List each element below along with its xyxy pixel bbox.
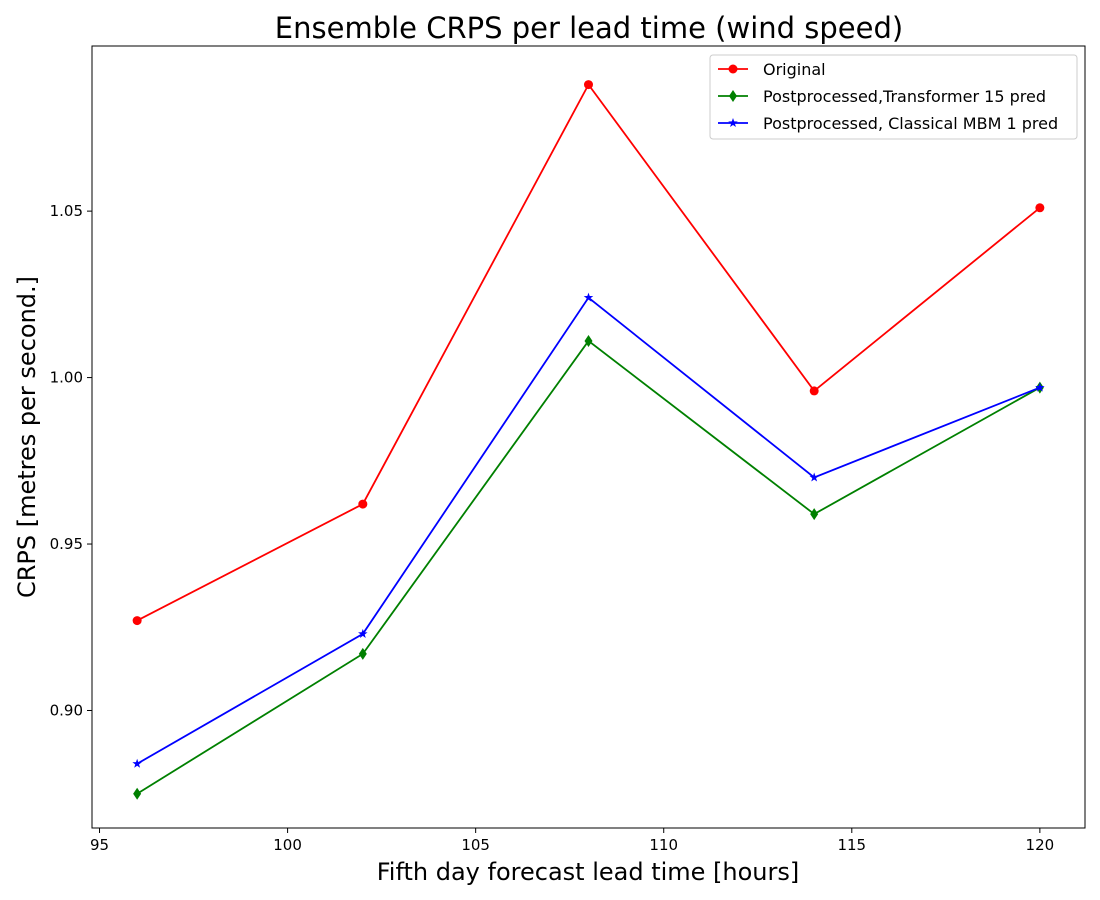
x-tick-label: 120 xyxy=(1026,836,1055,854)
data-point xyxy=(132,758,142,768)
data-point xyxy=(809,386,819,396)
data-point xyxy=(810,508,819,521)
x-tick-label: 105 xyxy=(461,836,490,854)
data-point xyxy=(133,787,142,800)
series-1 xyxy=(132,80,1045,626)
chart-title: Ensemble CRPS per lead time (wind speed) xyxy=(275,11,903,45)
y-axis-ticks: 0.90 0.95 1.00 1.05 xyxy=(50,202,92,719)
data-point xyxy=(358,647,367,660)
legend-item: Postprocessed,Transformer 15 pred xyxy=(718,87,1046,106)
data-point xyxy=(584,334,593,347)
legend-box xyxy=(709,54,1078,140)
series-layer xyxy=(132,80,1045,800)
data-point xyxy=(358,499,368,509)
x-tick-label: 95 xyxy=(90,836,109,854)
legend-marker xyxy=(728,64,738,74)
y-tick-label: 1.05 xyxy=(50,202,83,220)
legend-label: Original xyxy=(763,60,826,79)
y-axis-label: CRPS [metres per second.] xyxy=(13,276,41,598)
x-axis-label: Fifth day forecast lead time [hours] xyxy=(377,858,800,886)
y-tick-label: 0.90 xyxy=(50,701,83,719)
series-2 xyxy=(133,334,1044,800)
y-tick-label: 1.00 xyxy=(50,369,83,387)
data-point xyxy=(1035,203,1045,213)
legend-label: Postprocessed,Transformer 15 pred xyxy=(763,87,1046,106)
legend: Original Postprocessed,Transformer 15 pre… xyxy=(709,54,1078,140)
x-tick-label: 100 xyxy=(273,836,302,854)
data-point xyxy=(809,472,819,482)
legend-item: Original xyxy=(718,60,826,79)
data-point xyxy=(358,628,368,638)
data-point xyxy=(1035,382,1045,392)
x-tick-label: 115 xyxy=(837,836,866,854)
legend-marker xyxy=(728,118,738,128)
legend-marker xyxy=(729,90,737,102)
series-3 xyxy=(132,292,1045,768)
x-axis-ticks: 95 100 105 110 115 120 xyxy=(90,828,1054,854)
data-point xyxy=(583,292,594,302)
data-point xyxy=(584,80,593,90)
legend-item: Postprocessed, Classical MBM 1 pred xyxy=(718,114,1058,133)
x-tick-label: 110 xyxy=(649,836,678,854)
legend-label: Postprocessed, Classical MBM 1 pred xyxy=(763,114,1058,133)
y-tick-label: 0.95 xyxy=(50,535,83,553)
data-point xyxy=(132,616,142,626)
plot-area xyxy=(91,45,1086,829)
